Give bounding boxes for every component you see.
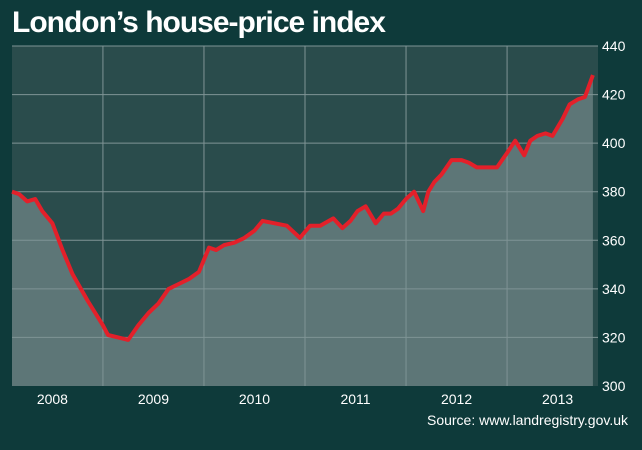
x-tick-label: 2012 — [441, 391, 472, 407]
y-tick-label: 300 — [602, 378, 626, 394]
source-note: Source: www.landregistry.gov.uk — [426, 412, 628, 428]
x-axis-ticks: 2008 2009 2010 2011 2012 2013 — [37, 391, 574, 407]
y-tick-label: 320 — [602, 329, 626, 345]
x-tick-label: 2009 — [138, 391, 169, 407]
y-tick-label: 340 — [602, 281, 626, 297]
y-tick-label: 360 — [602, 232, 626, 248]
y-tick-label: 380 — [602, 184, 626, 200]
y-axis-ticks: 300 320 340 360 380 400 420 440 — [602, 38, 626, 394]
chart-title: London’s house-price index — [12, 6, 386, 39]
y-tick-label: 420 — [602, 87, 626, 103]
x-tick-label: 2013 — [542, 391, 573, 407]
x-tick-label: 2010 — [239, 391, 270, 407]
x-tick-label: 2011 — [340, 391, 370, 407]
y-tick-label: 440 — [602, 38, 626, 54]
y-tick-label: 400 — [602, 135, 626, 151]
x-tick-label: 2008 — [37, 391, 68, 407]
area-fill — [12, 75, 593, 386]
series-line — [11, 74, 595, 342]
